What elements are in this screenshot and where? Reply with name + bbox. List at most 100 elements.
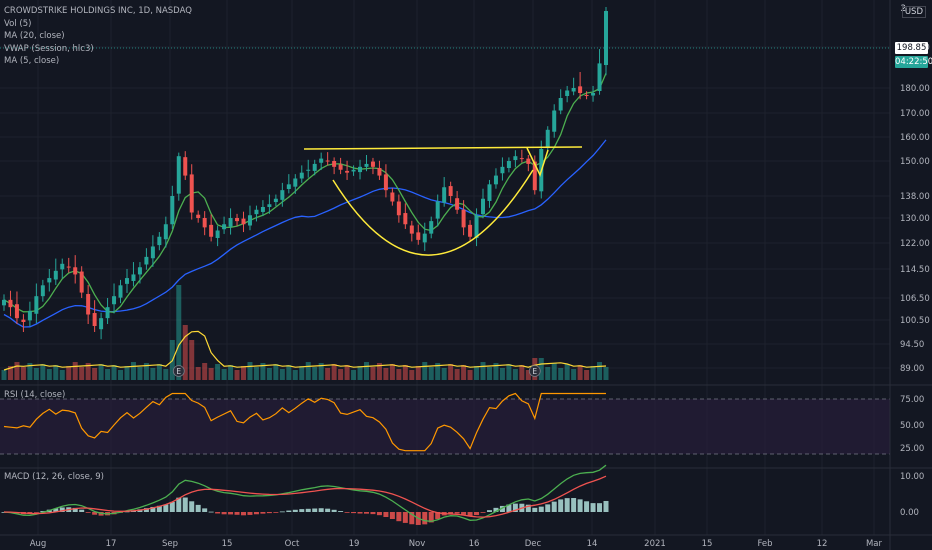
- candle-body: [487, 184, 492, 201]
- rsi-line: [3, 392, 606, 452]
- earnings-marker[interactable]: [172, 365, 185, 377]
- indicator-tick-label: 75.00: [900, 395, 924, 405]
- volume-bar: [189, 340, 195, 380]
- candle-body: [526, 158, 531, 164]
- volume-bar: [215, 364, 221, 380]
- candle-body: [2, 299, 6, 306]
- candle-body: [338, 164, 343, 170]
- macd-hist-bar: [363, 512, 369, 514]
- macd-hist-bar: [409, 512, 415, 525]
- macd-hist-bar: [163, 504, 169, 512]
- candle-body: [118, 285, 123, 298]
- candle-body: [435, 201, 440, 219]
- indicator-ma5[interactable]: MA (5, close): [4, 56, 60, 66]
- volume-bar: [396, 369, 402, 380]
- indicator-vwap[interactable]: VWAP (Session, hlc3): [4, 43, 94, 54]
- candle-body: [358, 166, 363, 173]
- macd-hist-bar: [124, 511, 130, 513]
- macd-hist-bar: [234, 512, 240, 515]
- rsi-legend[interactable]: RSI (14, close): [4, 389, 65, 402]
- macd-hist-bar: [325, 508, 331, 512]
- macd-hist-bar: [195, 504, 201, 512]
- candle-body: [273, 198, 278, 203]
- candle-body: [604, 11, 608, 66]
- price-tick-label: 114.50: [900, 265, 930, 275]
- volume-bar: [376, 363, 382, 380]
- indicator-tick-label: 10.00: [900, 472, 924, 482]
- macd-hist-bar: [79, 509, 85, 512]
- volume-bar: [143, 363, 149, 380]
- macd-hist-bar: [558, 499, 564, 512]
- volume-bar: [409, 370, 415, 380]
- volume-bar: [577, 365, 583, 380]
- indicator-tick-label: 0.00: [900, 508, 919, 518]
- last-price-tag: 198.85: [895, 42, 928, 54]
- candle-body: [131, 274, 136, 281]
- macd-hist-bar: [338, 511, 344, 512]
- macd-hist-bar: [461, 512, 467, 515]
- currency-button[interactable]: USD: [901, 6, 926, 18]
- volume-bar: [590, 366, 596, 380]
- macd-hist-bar: [241, 512, 247, 516]
- candle-body: [86, 294, 91, 315]
- indicator-ma20[interactable]: MA (20, close): [4, 31, 65, 41]
- macd-hist-bar: [85, 512, 91, 513]
- macd-hist-bar: [480, 512, 486, 513]
- candle-body: [306, 169, 311, 171]
- macd-hist-bar: [493, 507, 499, 512]
- candle-body: [461, 209, 466, 228]
- volume-bar: [493, 363, 499, 380]
- volume-bar: [435, 363, 441, 380]
- macd-legend[interactable]: MACD (12, 26, close, 9): [4, 471, 104, 484]
- indicator-vol[interactable]: Vol (5): [4, 18, 32, 29]
- volume-bar: [33, 368, 39, 380]
- volume-bar: [40, 364, 46, 380]
- candle-body: [532, 161, 537, 191]
- volume-bar: [118, 370, 124, 380]
- candle-body: [455, 198, 460, 210]
- volume-bar: [584, 370, 590, 380]
- macd-hist-bar: [221, 512, 227, 515]
- rsi-band: [0, 399, 890, 454]
- candle-body: [27, 310, 32, 321]
- volume-bar: [415, 366, 421, 380]
- candle-body: [493, 175, 498, 185]
- price-tick-label: 150.00: [900, 157, 930, 167]
- macd-hist-bar: [590, 503, 596, 512]
- volume-bar: [506, 364, 512, 380]
- candle-body: [558, 98, 563, 111]
- volume-bar: [389, 364, 395, 380]
- volume-bar: [486, 367, 492, 380]
- candle-body: [254, 209, 259, 215]
- volume-bar: [150, 368, 156, 380]
- volume-bar: [480, 362, 486, 380]
- candle-body: [21, 319, 26, 322]
- candle-body: [14, 304, 19, 319]
- candle-body: [584, 95, 589, 96]
- candle-body: [247, 215, 252, 226]
- volume-bar: [234, 370, 240, 380]
- price-tick-label: 89.00: [900, 364, 924, 374]
- macd-hist-bar: [273, 512, 279, 513]
- corner-number: 2: [900, 4, 906, 14]
- volume-bar: [156, 364, 162, 380]
- volume-bar: [228, 365, 234, 380]
- volume-bar: [105, 369, 111, 380]
- candle-body: [364, 163, 369, 167]
- candle-body: [345, 170, 350, 173]
- earnings-marker[interactable]: [528, 365, 541, 377]
- macd-hist-bar: [318, 508, 324, 512]
- volume-bar: [461, 365, 467, 380]
- candle-body: [73, 267, 78, 275]
- volume-bar: [564, 364, 570, 380]
- candle-body: [66, 266, 71, 268]
- price-tick-label: 94.50: [900, 340, 924, 350]
- candle-body: [99, 318, 104, 330]
- volume-bar: [370, 367, 376, 380]
- candle-body: [112, 296, 117, 305]
- resistance-line: [303, 146, 583, 150]
- candle-body: [60, 263, 65, 270]
- macd-label: MACD (12, 26, close, 9): [4, 472, 104, 482]
- price-tick-label: 130.00: [900, 214, 930, 224]
- macd-hist-bar: [486, 510, 492, 512]
